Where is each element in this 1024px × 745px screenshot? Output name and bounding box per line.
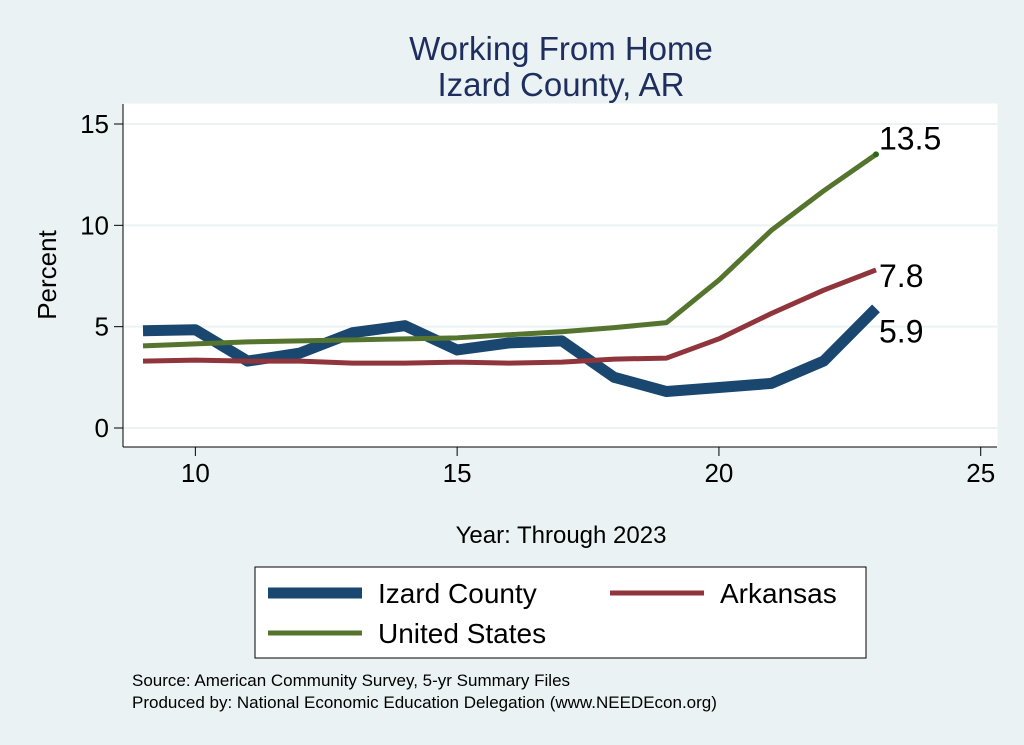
end-label-united-states: 13.5 — [879, 120, 941, 156]
axes: 0 5 10 15 10 15 20 25 — [80, 104, 997, 488]
y-tick-label: 0 — [95, 413, 109, 443]
chart-title-line-2: Izard County, AR — [437, 66, 684, 103]
x-tick-label: 25 — [966, 458, 995, 488]
titles: Working From Home Izard County, AR Perce… — [32, 30, 713, 549]
end-label-arkansas: 7.8 — [879, 258, 923, 294]
legend: Izard County Arkansas United States — [254, 566, 867, 659]
legend-label-izard-county: Izard County — [378, 578, 537, 609]
source-note: Source: American Community Survey, 5-yr … — [132, 671, 571, 690]
y-tick-label: 5 — [95, 312, 109, 342]
series-line-arkansas — [142, 267, 877, 366]
producer-note: Produced by: National Economic Education… — [132, 693, 717, 712]
series-lines — [142, 151, 880, 398]
series-endpoint-united-states — [873, 151, 879, 158]
legend-box — [254, 566, 867, 659]
plot-region-background — [122, 103, 998, 448]
end-labels: 5.9 7.8 13.5 — [879, 120, 941, 349]
x-tick-label: 15 — [443, 458, 472, 488]
legend-label-arkansas: Arkansas — [720, 578, 837, 609]
x-axis-label: Year: Through 2023 — [456, 522, 667, 549]
end-label-izard-county: 5.9 — [879, 313, 923, 349]
x-tick-label: 20 — [704, 458, 733, 488]
chart-title-line-1: Working From Home — [409, 30, 713, 67]
series-line-united-states — [142, 152, 878, 349]
series-line-izard-county — [142, 304, 880, 398]
y-axis-label: Percent — [32, 229, 62, 319]
legend-label-united-states: United States — [378, 618, 546, 649]
y-tick-label: 10 — [80, 210, 109, 240]
y-tick-label: 15 — [80, 109, 109, 139]
x-tick-label: 10 — [181, 458, 210, 488]
